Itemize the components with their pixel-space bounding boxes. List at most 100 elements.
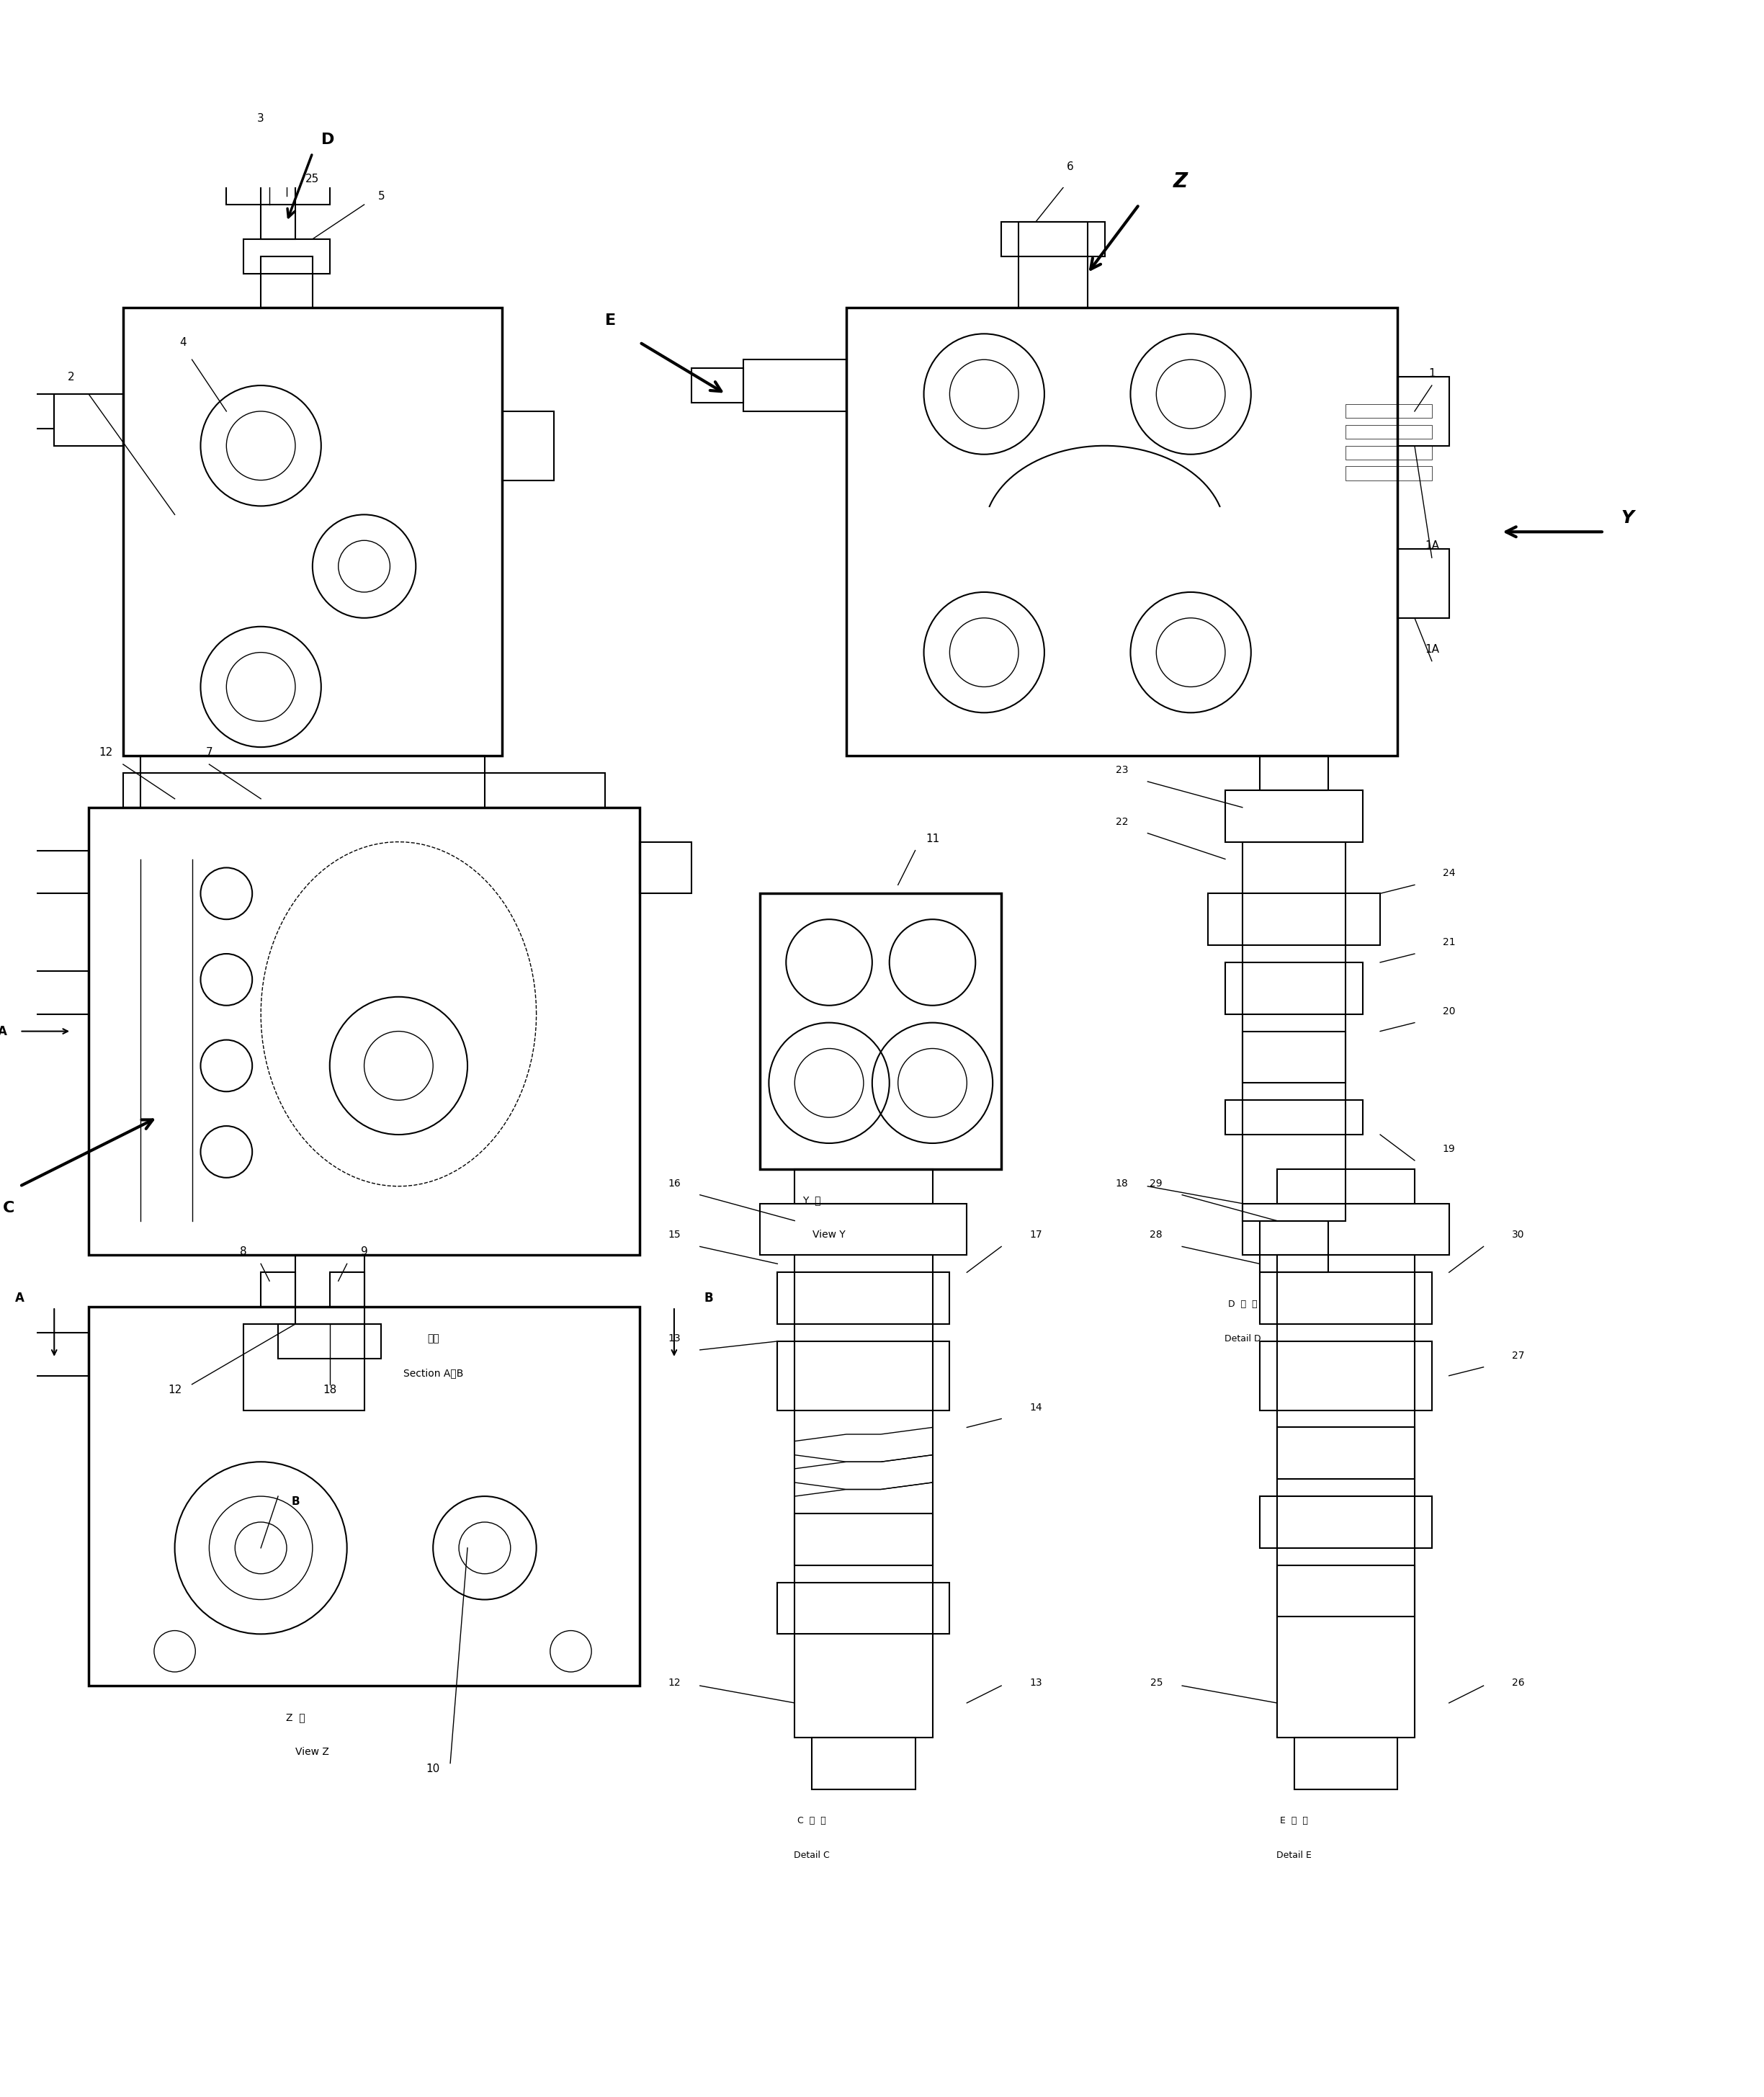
Text: 10: 10 [427,1764,439,1774]
Text: 12: 12 [99,747,113,757]
Text: E: E [605,315,616,327]
Text: 2: 2 [69,371,74,382]
Text: 19: 19 [1443,1143,1455,1153]
Text: 29: 29 [1150,1179,1162,1189]
Text: 12: 12 [168,1384,182,1395]
Bar [778,1273,949,1323]
Bar [261,136,295,239]
Text: 9: 9 [360,1246,367,1258]
Text: 15: 15 [669,1231,681,1239]
Bar [330,1273,363,1306]
Text: 16: 16 [669,1179,681,1189]
Bar [1346,405,1432,417]
Text: C: C [2,1202,14,1214]
Bar [2,851,88,893]
Bar [1277,1168,1415,1204]
Text: B: B [704,1292,713,1304]
Bar [640,841,691,893]
Bar [1242,1204,1448,1256]
Text: 12: 12 [669,1678,681,1688]
Text: 30: 30 [1512,1231,1524,1239]
Bar [503,411,554,480]
Bar [0,856,2,889]
Bar [279,1323,381,1359]
Bar [1277,1428,1415,1478]
Text: 18: 18 [1115,1179,1129,1189]
Bar [123,308,503,755]
Text: 24: 24 [1443,868,1455,879]
Bar [88,807,640,1256]
Text: 20: 20 [1443,1007,1455,1017]
Bar [1346,447,1432,459]
Text: 23: 23 [1115,765,1129,776]
Bar [261,256,312,308]
Text: 3: 3 [258,113,265,124]
Bar [1295,1738,1397,1789]
Text: 26: 26 [1512,1678,1524,1688]
Bar [1226,1101,1364,1134]
Text: 7: 7 [206,747,213,757]
Text: 13: 13 [669,1334,681,1344]
Text: D: D [321,132,335,147]
Text: 1A: 1A [1425,541,1439,552]
Bar [1002,222,1104,256]
Bar [1242,841,1346,1220]
Bar [691,369,743,403]
Bar [0,1338,2,1371]
Text: 27: 27 [1512,1350,1524,1361]
Bar [743,359,847,411]
Bar [88,1306,640,1686]
Bar [1242,1032,1346,1082]
Text: 22: 22 [1115,816,1129,826]
Text: 1: 1 [1429,369,1436,380]
Bar [1259,1220,1328,1273]
Text: A: A [16,1292,25,1304]
Text: 13: 13 [1030,1678,1043,1688]
Bar [1259,755,1328,791]
Text: Detail D: Detail D [1224,1334,1261,1344]
Bar [226,153,330,206]
Text: Section A－B: Section A－B [402,1367,464,1378]
Bar [295,1256,363,1323]
Text: 18: 18 [323,1384,337,1395]
Text: 21: 21 [1443,937,1455,948]
Bar [760,893,1002,1168]
Text: B: B [291,1497,300,1508]
Bar [794,1514,933,1564]
Text: 6: 6 [1067,161,1074,172]
Bar [1226,963,1364,1015]
Text: Detail C: Detail C [794,1852,829,1860]
Bar [778,1583,949,1634]
Bar [123,774,605,807]
Bar [141,755,485,807]
Text: Detail E: Detail E [1277,1852,1312,1860]
Bar [1259,1497,1432,1548]
Text: 8: 8 [240,1246,247,1258]
Bar [1397,549,1448,619]
Bar [778,1342,949,1409]
Bar [1226,791,1364,841]
Bar [760,1204,967,1256]
Text: 17: 17 [1030,1231,1043,1239]
Bar [1277,1256,1415,1738]
Bar [2,1334,88,1376]
Bar [794,1168,933,1204]
Bar [811,1738,916,1789]
Bar [1397,377,1448,447]
Bar [1346,426,1432,438]
Text: C  詳  細: C 詳 細 [797,1816,826,1826]
Bar [1018,222,1087,308]
Bar [1346,466,1432,480]
Text: Y: Y [1621,510,1633,526]
Bar [261,1273,295,1306]
Text: 断面: 断面 [427,1334,439,1344]
Text: D  詳  細: D 詳 細 [1228,1300,1258,1309]
Bar [55,394,123,447]
Text: Z  視: Z 視 [286,1713,305,1722]
Text: Y  視: Y 視 [803,1195,820,1206]
Text: 25: 25 [1150,1678,1162,1688]
Text: E  詳  細: E 詳 細 [1281,1816,1309,1826]
Text: View Z: View Z [296,1747,330,1757]
Text: 5: 5 [377,191,385,201]
Bar [2,971,88,1015]
